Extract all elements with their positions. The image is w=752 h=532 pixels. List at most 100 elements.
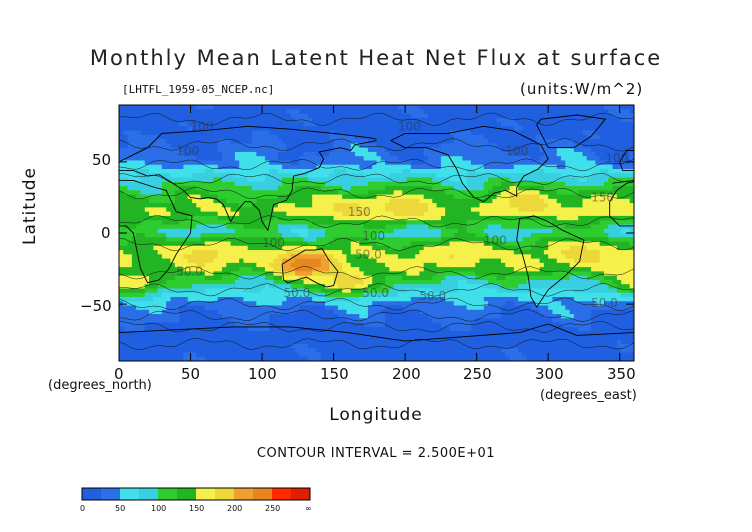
- heatmap-cell: [222, 258, 227, 264]
- heatmap-cell: [531, 173, 536, 179]
- heatmap-cell: [127, 117, 133, 123]
- heatmap-cell: [380, 279, 386, 285]
- heatmap-cell: [123, 267, 129, 272]
- heatmap-cell: [161, 245, 167, 251]
- heatmap-cell: [355, 241, 360, 247]
- heatmap-cell: [363, 139, 369, 144]
- heatmap-cell: [616, 160, 622, 166]
- heatmap-cell: [307, 117, 313, 123]
- heatmap-cell: [518, 117, 524, 123]
- heatmap-cell: [518, 190, 524, 196]
- heatmap-cell: [286, 211, 292, 217]
- heatmap-cell: [131, 160, 137, 166]
- heatmap-cell: [380, 258, 386, 264]
- heatmap-cell: [153, 241, 159, 247]
- heatmap-cell: [355, 126, 360, 132]
- heatmap-cell: [475, 147, 481, 153]
- heatmap-cell: [312, 245, 318, 251]
- heatmap-cell: [294, 194, 300, 200]
- heatmap-cell: [380, 215, 386, 221]
- heatmap-cell: [410, 233, 416, 238]
- heatmap-cell: [479, 130, 485, 136]
- heatmap-cell: [299, 258, 305, 264]
- heatmap-cell: [209, 224, 215, 230]
- heatmap-cell: [591, 122, 596, 127]
- heatmap-cell: [432, 254, 438, 260]
- heatmap-cell: [470, 237, 476, 243]
- heatmap-cell: [136, 117, 142, 123]
- heatmap-cell: [458, 190, 463, 196]
- heatmap-cell: [320, 139, 326, 144]
- heatmap-cell: [458, 113, 463, 119]
- heatmap-cell: [496, 190, 502, 196]
- heatmap-cell: [578, 224, 584, 230]
- heatmap-cell: [282, 275, 287, 281]
- heatmap-cell: [144, 151, 150, 157]
- heatmap-cell: [603, 245, 609, 251]
- heatmap-cell: [355, 186, 360, 191]
- heatmap-cell: [513, 271, 519, 277]
- heatmap-cell: [402, 220, 408, 226]
- heatmap-cell: [299, 173, 305, 179]
- heatmap-cell: [479, 233, 485, 238]
- heatmap-cell: [578, 194, 584, 200]
- heatmap-cell: [286, 237, 292, 243]
- heatmap-cell: [629, 173, 634, 179]
- heatmap-cell: [161, 173, 167, 179]
- heatmap-cell: [432, 173, 438, 179]
- heatmap-cell: [376, 186, 382, 191]
- heatmap-cell: [475, 228, 481, 234]
- heatmap-cell: [591, 143, 596, 149]
- heatmap-cell: [286, 177, 292, 183]
- heatmap-cell: [475, 130, 481, 136]
- heatmap-cell: [290, 241, 296, 247]
- heatmap-cell: [603, 254, 609, 260]
- heatmap-cell: [329, 275, 335, 281]
- heatmap-cell: [174, 237, 180, 243]
- heatmap-cell: [415, 220, 421, 226]
- heatmap-cell: [294, 147, 300, 153]
- heatmap-cell: [608, 134, 614, 140]
- heatmap-cell: [380, 203, 386, 208]
- heatmap-cell: [161, 241, 167, 247]
- heatmap-cell: [419, 190, 425, 196]
- heatmap-cell: [393, 237, 399, 243]
- heatmap-cell: [492, 271, 498, 277]
- heatmap-cell: [222, 109, 227, 115]
- heatmap-cell: [342, 130, 348, 136]
- heatmap-cell: [548, 233, 554, 238]
- heatmap-cell: [149, 228, 154, 234]
- heatmap-cell: [337, 181, 343, 187]
- heatmap-cell: [161, 220, 167, 226]
- heatmap-cell: [385, 130, 390, 136]
- heatmap-cell: [500, 271, 506, 277]
- heatmap-cell: [561, 224, 566, 230]
- heatmap-cell: [625, 258, 631, 264]
- heatmap-cell: [500, 113, 506, 119]
- heatmap-cell: [290, 203, 296, 208]
- heatmap-cell: [608, 250, 614, 255]
- heatmap-cell: [174, 143, 180, 149]
- heatmap-cell: [187, 233, 193, 238]
- heatmap-cell: [290, 275, 296, 281]
- heatmap-cell: [325, 275, 330, 281]
- heatmap-cell: [247, 151, 253, 157]
- heatmap-cell: [325, 134, 330, 140]
- heatmap-cell: [625, 198, 631, 204]
- heatmap-cell: [312, 279, 318, 285]
- heatmap-cell: [282, 241, 287, 247]
- heatmap-cell: [449, 186, 455, 191]
- heatmap-cell: [410, 254, 416, 260]
- heatmap-cell: [269, 262, 275, 268]
- heatmap-cell: [337, 220, 343, 226]
- heatmap-cell: [496, 194, 502, 200]
- heatmap-cell: [599, 233, 605, 238]
- heatmap-cell: [286, 220, 292, 226]
- heatmap-cell: [582, 139, 588, 144]
- heatmap-cell: [462, 245, 468, 251]
- heatmap-cell: [136, 267, 142, 272]
- heatmap-cell: [217, 271, 223, 277]
- heatmap-cell: [402, 134, 408, 140]
- heatmap-cell: [144, 250, 150, 255]
- heatmap-cell: [397, 250, 403, 255]
